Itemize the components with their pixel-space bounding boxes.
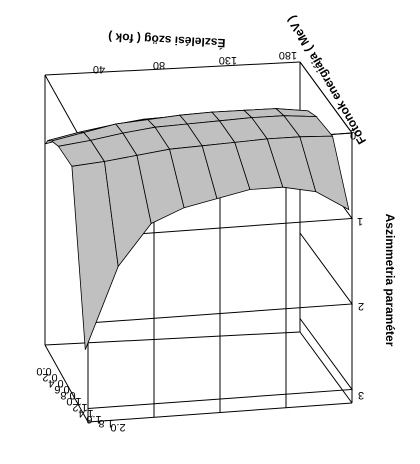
frame-bottom-right: [299, 331, 353, 404]
angle-tick-80: 80: [153, 59, 165, 71]
z-axis-title: Aszimmetria paraméter: [383, 214, 397, 347]
frame-edge-top-back: [44, 61, 301, 76]
energy-tick-0: 0: [350, 129, 356, 141]
z-tick-1.8: 1.8: [98, 417, 113, 429]
angle-axis-title: Észlelési szög ( fok ): [108, 30, 226, 51]
z-tick-2.0: 2.0: [110, 421, 125, 433]
frame-bottom-left: [44, 344, 89, 423]
angle-tick-40: 40: [93, 63, 105, 75]
wall-grid-line: [87, 232, 353, 324]
surface-mesh: [44, 108, 350, 350]
wall-grid-line: [87, 318, 353, 409]
angle-tick-130: 130: [219, 54, 237, 66]
z-tick-0.2: 0.2: [42, 371, 57, 383]
z-tick-0.4: 0.4: [48, 377, 63, 389]
z-tick-0.6: 0.6: [54, 383, 69, 395]
z-tick-1.6: 1.6: [86, 413, 101, 425]
z-tick-1.2: 1.2: [72, 401, 87, 413]
z-tick-0.0: 0.0: [36, 365, 51, 377]
z-tick-1.0: 1.0: [66, 395, 81, 407]
z-tick-0.8: 0.8: [60, 389, 75, 401]
z-tick-1.4: 1.4: [78, 407, 93, 419]
energy-tick-3: 3: [358, 389, 364, 401]
energy-tick-2: 2: [358, 300, 364, 312]
angle-tick-180: 180: [279, 49, 297, 61]
frame-bottom-back: [44, 331, 301, 346]
surface-cell: [299, 135, 350, 211]
energy-tick-1: 1: [357, 215, 363, 227]
